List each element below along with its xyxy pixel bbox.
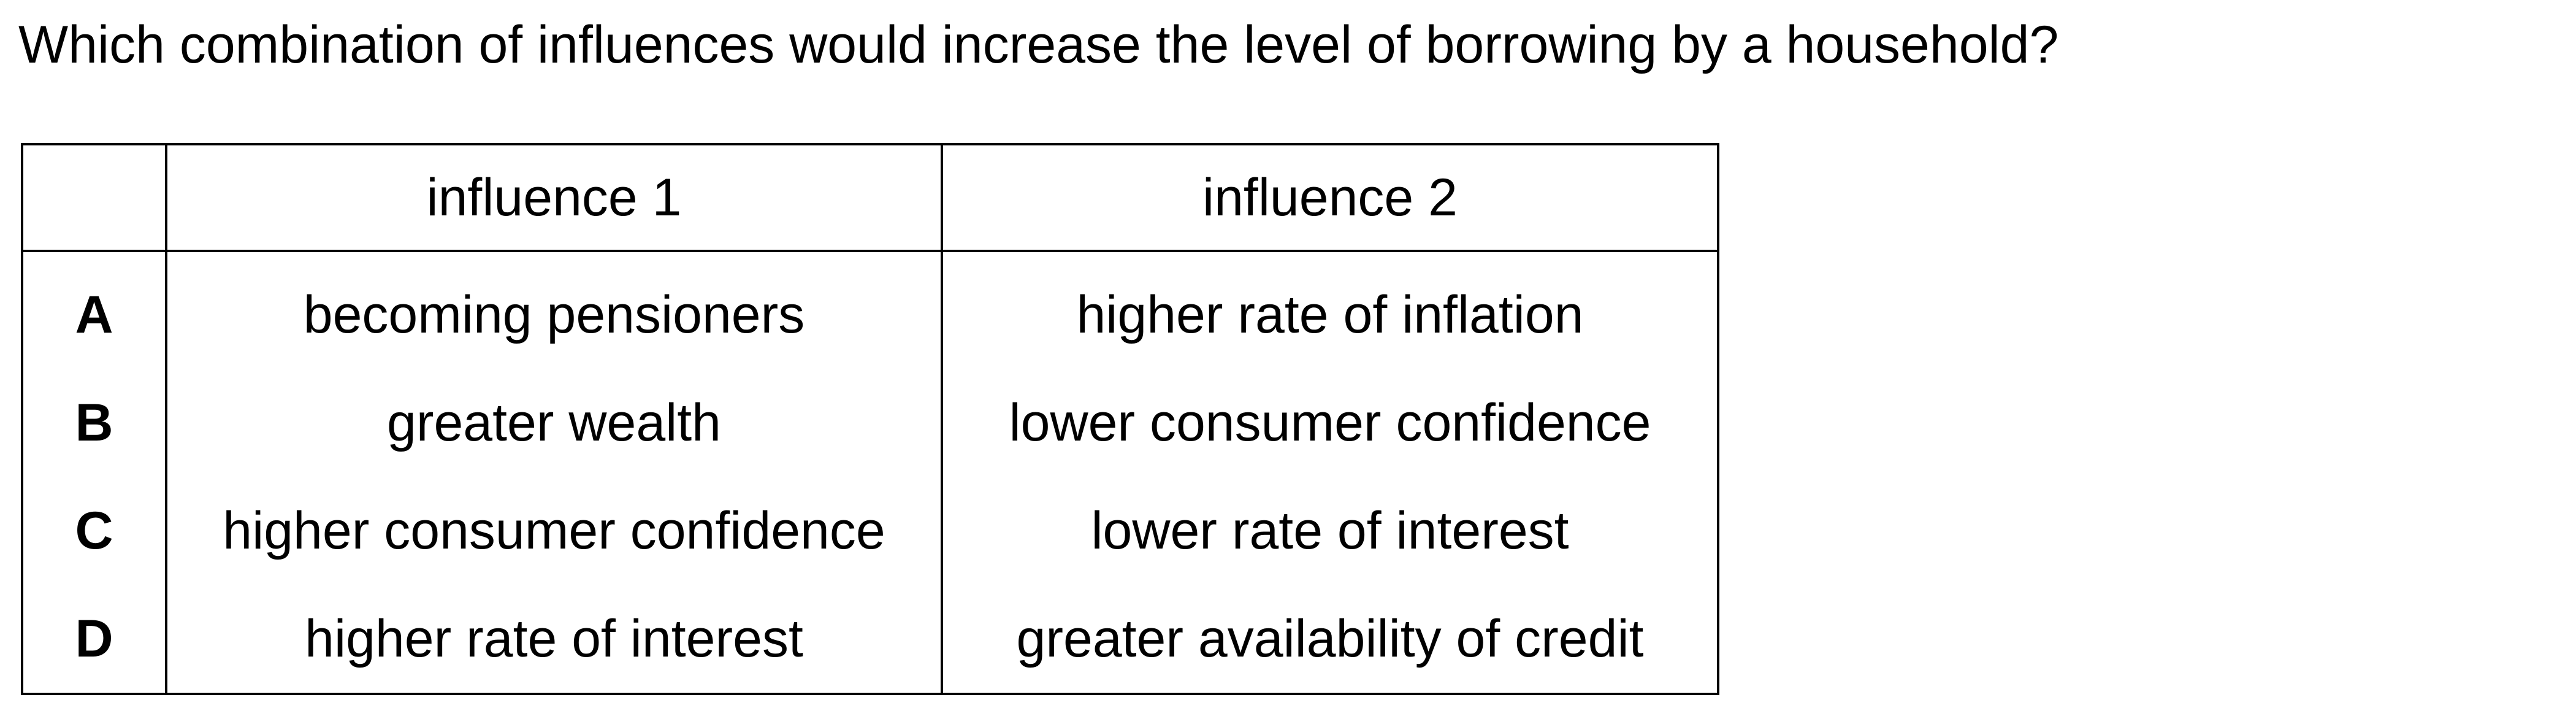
table-header-row: influence 1 influence 2 <box>21 143 1719 252</box>
option-letter: A <box>21 251 167 369</box>
option-row-b: B greater wealth lower consumer confiden… <box>21 369 1719 477</box>
options-table: influence 1 influence 2 A becoming pensi… <box>21 143 1719 695</box>
influence-2-cell: lower rate of interest <box>941 477 1719 585</box>
question-text: Which combination of influences would in… <box>18 15 2059 74</box>
influence-2-cell: greater availability of credit <box>941 585 1719 695</box>
option-row-c: C higher consumer confidence lower rate … <box>21 477 1719 585</box>
option-row-d: D higher rate of interest greater availa… <box>21 585 1719 695</box>
influence-1-cell: higher rate of interest <box>165 585 943 695</box>
option-letter: D <box>21 585 167 695</box>
influence-2-cell: lower consumer confidence <box>941 369 1719 477</box>
header-influence-1: influence 1 <box>165 143 943 252</box>
option-row-a: A becoming pensioners higher rate of inf… <box>21 251 1719 369</box>
header-letter <box>21 143 167 252</box>
influence-2-cell: higher rate of inflation <box>941 251 1719 369</box>
influence-1-cell: greater wealth <box>165 369 943 477</box>
header-influence-2: influence 2 <box>941 143 1719 252</box>
influence-1-cell: becoming pensioners <box>165 251 943 369</box>
option-letter: B <box>21 369 167 477</box>
influence-1-cell: higher consumer confidence <box>165 477 943 585</box>
option-letter: C <box>21 477 167 585</box>
